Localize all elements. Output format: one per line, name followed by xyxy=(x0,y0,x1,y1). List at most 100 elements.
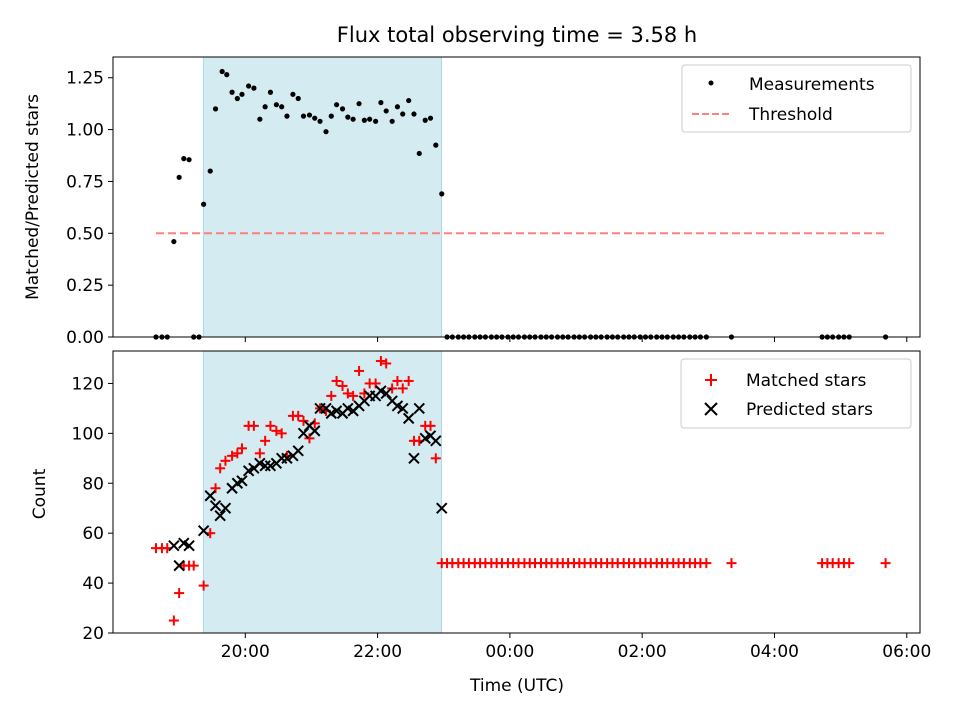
measurement-point xyxy=(234,95,240,102)
measurement-point xyxy=(345,114,351,120)
y-tick-label: 120 xyxy=(72,374,104,394)
measurement-point xyxy=(378,100,384,106)
predicted-star-point xyxy=(330,405,343,417)
predicted-star-point xyxy=(168,539,180,552)
y-tick-label: 1.00 xyxy=(66,121,104,141)
measurement-point xyxy=(262,104,268,110)
matched-star-point xyxy=(236,443,247,454)
matched-star-point xyxy=(276,428,287,439)
matched-star-point xyxy=(220,455,231,466)
measurement-point xyxy=(383,108,389,114)
measurement-point xyxy=(416,150,422,157)
top-panel: 0.00 0.25 0.50 0.75 1.00 1.25 Flux total obse… xyxy=(23,23,921,348)
matched-star-point xyxy=(844,558,855,569)
matched-star-point xyxy=(381,358,392,369)
legend-threshold-label: Threshold xyxy=(748,105,833,125)
measurement-point xyxy=(350,116,356,122)
predicted-star-point xyxy=(219,502,232,514)
measurement-point xyxy=(328,113,334,119)
predicted-star-point xyxy=(173,559,185,572)
measurement-point xyxy=(439,191,445,197)
bottom-legend: Matched stars Predicted stars xyxy=(680,358,912,429)
measurement-point xyxy=(186,157,192,163)
measurement-point xyxy=(367,116,373,122)
y-tick-label: 20 xyxy=(82,624,104,644)
measurement-point xyxy=(422,117,428,123)
predicted-star-point xyxy=(413,402,425,415)
measurement-point xyxy=(427,115,434,121)
measurement-point xyxy=(339,106,346,112)
measurement-point xyxy=(284,113,290,119)
matched-star-point xyxy=(188,560,199,571)
matched-star-point xyxy=(726,558,737,569)
measurement-point xyxy=(306,112,313,118)
measurement-point xyxy=(323,129,329,135)
top-y-axis: 0.00 0.25 0.50 0.75 1.00 1.25 xyxy=(66,69,113,348)
predicted-star-point xyxy=(309,425,321,437)
matched-star-point xyxy=(174,588,185,599)
x-tick-label: 22:00 xyxy=(353,642,402,662)
y-tick-label: 60 xyxy=(82,524,104,544)
matched-star-point xyxy=(403,375,414,386)
top-x-tick-marks xyxy=(244,337,908,342)
predicted-star-point xyxy=(292,445,304,457)
bottom-panel: 20 40 60 80 100 120 20:00 22:00 00:00 02:00 04:00… xyxy=(30,350,931,696)
measurement-point xyxy=(317,118,323,124)
predicted-star-point xyxy=(397,402,409,415)
x-axis-label: Time (UTC) xyxy=(469,676,564,696)
predicted-star-point xyxy=(297,427,310,440)
matched-star-point xyxy=(375,355,386,366)
top-panel-frame xyxy=(112,56,921,338)
measurement-point xyxy=(373,118,379,124)
predicted-star-point xyxy=(380,387,392,400)
measurement-point xyxy=(181,156,187,162)
matched-star-point xyxy=(254,448,265,459)
predicted-star-point xyxy=(197,524,210,537)
bottom-panel-frame xyxy=(112,350,921,634)
predicted-star-point xyxy=(264,460,277,472)
measurement-point xyxy=(171,238,177,245)
top-shaded-interval xyxy=(202,56,443,338)
x-tick-label: 20:00 xyxy=(221,642,270,662)
legend-predicted-label: Predicted stars xyxy=(746,400,873,420)
matched-star-point xyxy=(397,383,408,394)
y-tick-label: 80 xyxy=(82,474,104,494)
measurement-point xyxy=(176,174,182,180)
top-legend-box xyxy=(681,64,912,133)
matched-star-point xyxy=(392,375,403,386)
x-tick-label: 04:00 xyxy=(750,642,799,662)
measurement-point xyxy=(273,102,279,108)
measurement-point xyxy=(207,168,213,174)
matched-star-point xyxy=(880,558,891,569)
y-tick-label: 40 xyxy=(82,574,104,594)
measurement-point xyxy=(400,111,406,117)
matched-star-point xyxy=(387,383,398,394)
predicted-star-point xyxy=(281,452,293,465)
predicted-star-point xyxy=(214,510,226,522)
measurement-point xyxy=(333,102,340,108)
predicted-star-point xyxy=(402,412,415,425)
measurement-point xyxy=(251,85,257,91)
measurement-point xyxy=(394,104,401,110)
measurement-point xyxy=(201,201,207,207)
matched-star-point xyxy=(168,615,179,626)
top-legend: Measurements Threshold xyxy=(681,64,912,133)
legend-matched-label: Matched stars xyxy=(746,371,866,391)
bottom-y-axis-label: Count xyxy=(30,468,50,519)
bottom-x-axis: 20:00 22:00 00:00 02:00 04:00 06:00 xyxy=(221,633,931,662)
measurement-point xyxy=(406,97,412,104)
measurement-point xyxy=(224,72,230,78)
predicted-star-point xyxy=(204,490,216,502)
matched-star-point xyxy=(298,415,309,426)
measurement-point xyxy=(312,115,318,121)
measurement-point xyxy=(246,83,252,89)
measurement-point xyxy=(267,89,274,95)
measurement-point xyxy=(300,113,307,119)
predicted-star-point xyxy=(236,475,248,487)
matched-star-point xyxy=(337,380,348,391)
measurement-point xyxy=(361,117,367,123)
y-tick-label: 100 xyxy=(72,424,104,444)
matched-star-point xyxy=(215,463,226,474)
measurement-point xyxy=(411,111,417,117)
